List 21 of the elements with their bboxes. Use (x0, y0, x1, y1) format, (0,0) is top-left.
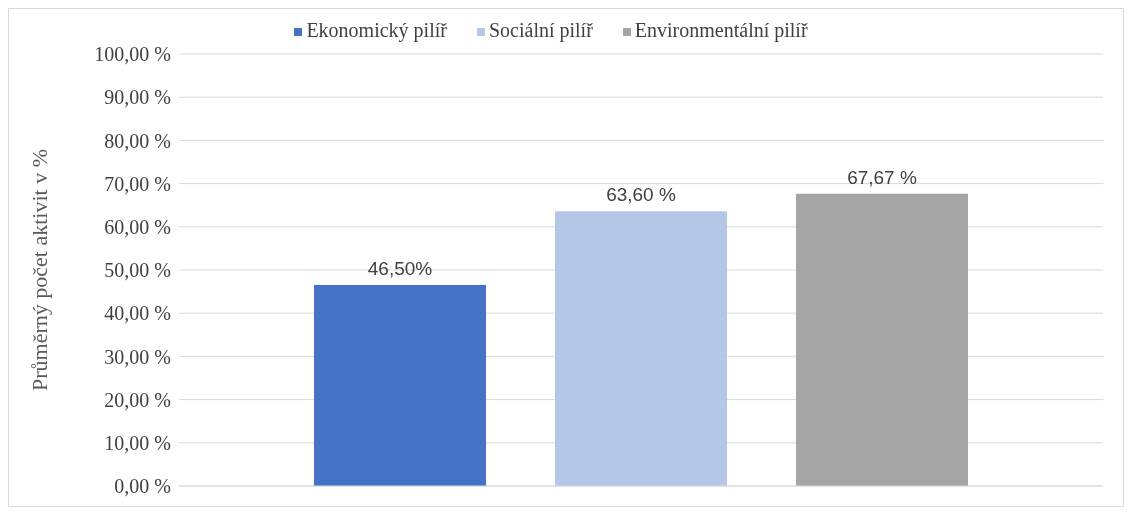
y-tick-label: 0,00 % (114, 475, 171, 498)
y-axis-title: Průměrný počet aktivit v % (26, 149, 52, 391)
legend-label: Ekonomický pilíř (306, 19, 447, 41)
y-tick-label: 30,00 % (104, 345, 171, 368)
y-tick-label: 90,00 % (104, 86, 171, 109)
y-tick-label: 100,00 % (94, 43, 171, 66)
y-tick-label: 70,00 % (104, 172, 171, 195)
legend-label: Environmentální pilíř (634, 19, 808, 41)
legend-label: Sociální pilíř (488, 19, 593, 41)
bar (314, 285, 486, 486)
y-tick-label: 40,00 % (104, 302, 171, 325)
data-label: 63,60 % (606, 184, 676, 206)
y-tick-label: 50,00 % (104, 259, 171, 282)
y-tick-label: 20,00 % (104, 388, 171, 411)
y-tick-label: 60,00 % (104, 215, 171, 238)
bar (796, 193, 968, 486)
data-label: 46,50% (367, 258, 433, 280)
y-tick-label: 80,00 % (104, 129, 171, 152)
bar (555, 211, 727, 486)
data-label: 67,67 % (847, 166, 917, 188)
y-tick-label: 10,00 % (104, 431, 171, 454)
